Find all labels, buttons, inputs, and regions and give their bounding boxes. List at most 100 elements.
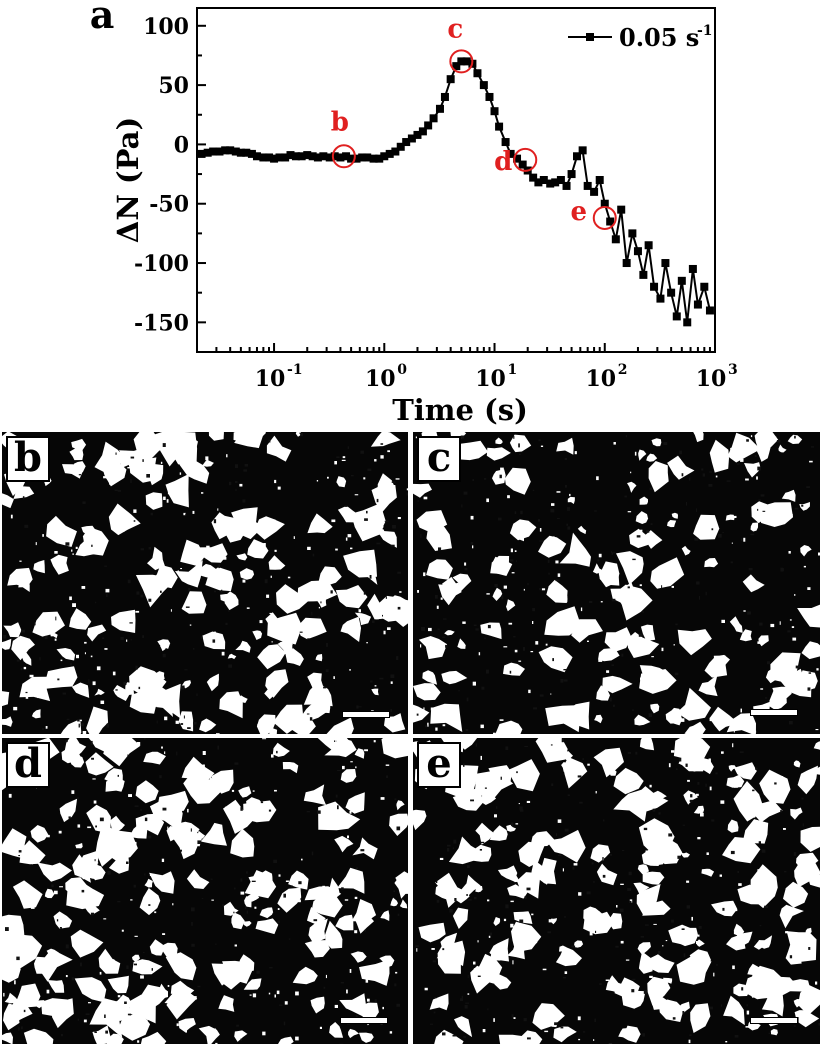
pore-region bbox=[639, 738, 655, 751]
texture-speck bbox=[434, 595, 438, 599]
texture-speck bbox=[57, 678, 60, 681]
data-point bbox=[440, 92, 449, 101]
data-point bbox=[556, 176, 565, 184]
pore-region bbox=[105, 776, 125, 792]
texture-speck bbox=[713, 972, 715, 977]
texture-speck bbox=[398, 714, 401, 718]
texture-speck bbox=[792, 637, 797, 641]
texture-speck bbox=[71, 549, 73, 552]
texture-speck bbox=[479, 849, 482, 851]
texture-speck bbox=[144, 873, 146, 876]
texture-speck bbox=[542, 968, 547, 971]
texture-speck bbox=[6, 961, 8, 963]
texture-speck bbox=[316, 810, 321, 814]
pore-region bbox=[335, 585, 368, 609]
texture-speck bbox=[683, 953, 686, 958]
texture-speck bbox=[550, 693, 552, 695]
texture-speck bbox=[347, 835, 349, 839]
texture-speck bbox=[117, 490, 122, 492]
pore-region bbox=[651, 438, 662, 447]
texture-speck bbox=[421, 626, 425, 631]
pore-region bbox=[326, 717, 354, 734]
texture-speck bbox=[342, 765, 345, 770]
texture-speck bbox=[56, 919, 59, 922]
pore-region bbox=[104, 1033, 124, 1044]
texture-speck bbox=[180, 685, 185, 690]
texture-speck bbox=[783, 828, 786, 830]
pore-region bbox=[800, 826, 820, 852]
texture-speck bbox=[532, 608, 536, 612]
texture-speck bbox=[465, 1002, 469, 1004]
pore-region bbox=[53, 911, 73, 929]
texture-speck bbox=[685, 763, 688, 767]
texture-speck bbox=[90, 740, 93, 745]
texture-speck bbox=[507, 566, 510, 569]
texture-speck bbox=[741, 838, 746, 840]
pore-region bbox=[646, 453, 658, 462]
pore-region bbox=[223, 901, 239, 916]
data-point bbox=[424, 121, 433, 130]
pore-region bbox=[532, 1003, 565, 1030]
texture-speck bbox=[746, 1004, 748, 1007]
pore-region bbox=[227, 653, 237, 660]
texture-speck bbox=[489, 932, 492, 936]
pore-region bbox=[653, 835, 683, 865]
texture-speck bbox=[254, 906, 257, 909]
texture-speck bbox=[65, 975, 68, 978]
texture-speck bbox=[180, 849, 182, 852]
pore-region bbox=[583, 911, 614, 935]
pore-region bbox=[756, 442, 772, 462]
texture-speck bbox=[744, 789, 748, 793]
pore-region bbox=[318, 801, 361, 831]
y-tick-label: -150 bbox=[134, 310, 189, 336]
texture-speck bbox=[25, 644, 28, 646]
texture-speck bbox=[609, 697, 612, 702]
texture-speck bbox=[402, 874, 404, 878]
texture-speck bbox=[148, 598, 152, 602]
texture-speck bbox=[376, 542, 381, 545]
texture-speck bbox=[649, 784, 652, 788]
texture-speck bbox=[510, 548, 513, 553]
pore-region bbox=[559, 532, 591, 567]
texture-speck bbox=[746, 1010, 750, 1015]
texture-speck bbox=[136, 591, 140, 595]
texture-speck bbox=[636, 535, 641, 538]
pore-region bbox=[46, 515, 77, 547]
pore-region bbox=[219, 691, 243, 719]
texture-speck bbox=[696, 941, 699, 944]
pore-region bbox=[334, 835, 354, 853]
texture-speck bbox=[770, 623, 775, 628]
texture-speck bbox=[748, 567, 753, 571]
pore-region bbox=[722, 837, 761, 864]
texture-speck bbox=[222, 904, 225, 907]
data-point bbox=[352, 154, 361, 163]
texture-speck bbox=[567, 507, 570, 510]
texture-speck bbox=[100, 810, 104, 813]
texture-speck bbox=[245, 906, 247, 910]
pore-region bbox=[495, 437, 503, 445]
pore-region bbox=[689, 949, 712, 966]
texture-speck bbox=[733, 731, 735, 733]
texture-speck bbox=[35, 542, 37, 546]
texture-speck bbox=[788, 551, 791, 554]
texture-speck bbox=[557, 819, 562, 823]
texture-speck bbox=[78, 474, 81, 476]
texture-speck bbox=[211, 899, 214, 901]
texture-speck bbox=[360, 450, 364, 454]
texture-speck bbox=[390, 709, 392, 712]
texture-speck bbox=[233, 911, 235, 914]
texture-speck bbox=[759, 924, 762, 927]
texture-speck bbox=[228, 481, 232, 486]
texture-speck bbox=[563, 669, 567, 671]
data-point bbox=[252, 152, 261, 161]
pore-region bbox=[297, 580, 338, 602]
texture-speck bbox=[700, 812, 704, 817]
texture-speck bbox=[103, 918, 107, 920]
texture-speck bbox=[635, 751, 638, 755]
pore-region bbox=[110, 815, 125, 833]
pore-region bbox=[132, 959, 163, 975]
pore-region bbox=[759, 769, 791, 804]
data-point bbox=[573, 152, 582, 161]
texture-speck bbox=[214, 631, 216, 636]
texture-speck bbox=[600, 601, 603, 603]
